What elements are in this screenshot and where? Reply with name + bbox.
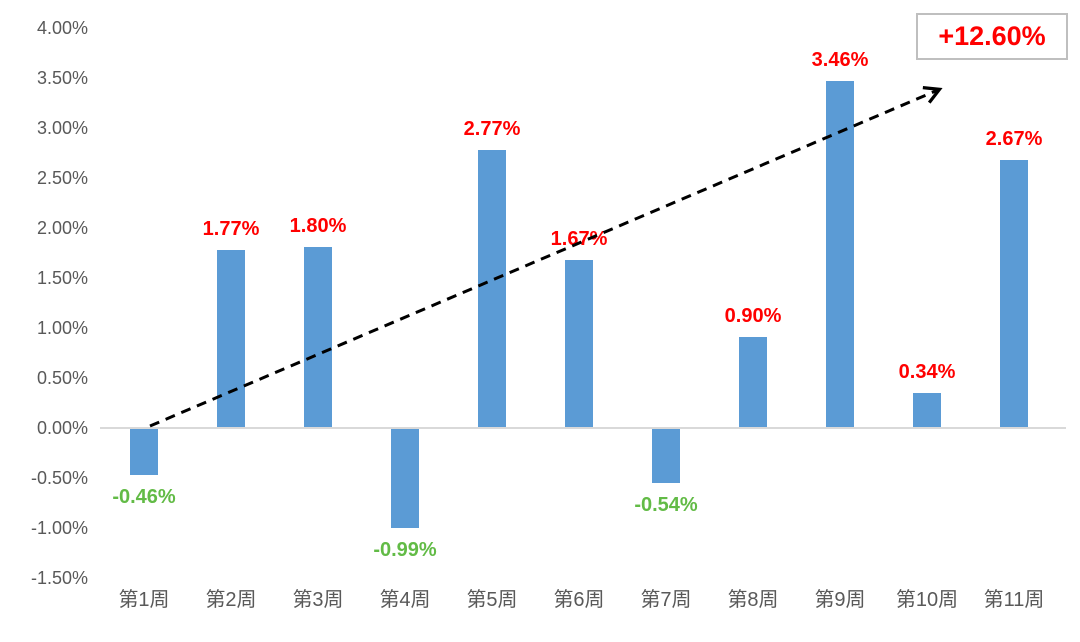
bar-value-label: 3.46% bbox=[811, 49, 869, 71]
annotation-text: +12.60% bbox=[938, 21, 1046, 51]
y-axis-tick-label: -1.00% bbox=[30, 518, 88, 538]
bar-value-label: -0.46% bbox=[112, 486, 176, 508]
bar-value-label: 1.67% bbox=[550, 228, 608, 250]
x-axis-tick-label: 第2周 bbox=[205, 589, 257, 611]
y-axis-tick-label: 1.50% bbox=[36, 268, 88, 288]
x-axis-line bbox=[100, 427, 1066, 429]
bar bbox=[652, 429, 680, 483]
bar-value-label: 0.90% bbox=[724, 305, 782, 327]
bar bbox=[913, 393, 941, 427]
x-axis-tick-label: 第10周 bbox=[895, 589, 959, 611]
x-axis-tick-label: 第3周 bbox=[292, 589, 344, 611]
bar-value-label: 1.80% bbox=[289, 215, 347, 237]
x-axis-tick-label: 第6周 bbox=[553, 589, 605, 611]
y-axis-tick-label: 2.50% bbox=[36, 168, 88, 188]
bar-value-label: 2.67% bbox=[985, 128, 1043, 150]
bar bbox=[565, 260, 593, 427]
x-axis-tick-label: 第1周 bbox=[118, 589, 170, 611]
bar bbox=[304, 247, 332, 427]
bar-value-label: -0.99% bbox=[373, 539, 437, 561]
annotation-box: +12.60% bbox=[916, 13, 1068, 60]
y-axis-tick-label: 2.00% bbox=[36, 218, 88, 238]
x-axis-tick-label: 第4周 bbox=[379, 589, 431, 611]
bar-value-label: 2.77% bbox=[463, 118, 521, 140]
bar bbox=[739, 337, 767, 427]
x-axis-tick-label: 第8周 bbox=[727, 589, 779, 611]
bar bbox=[1000, 160, 1028, 427]
y-axis-tick-label: 1.00% bbox=[36, 318, 88, 338]
bar bbox=[826, 81, 854, 427]
x-axis-tick-label: 第9周 bbox=[814, 589, 866, 611]
x-axis-tick-label: 第11周 bbox=[983, 589, 1045, 611]
bar-value-label: -0.54% bbox=[634, 494, 698, 516]
y-axis-tick-label: 3.00% bbox=[36, 118, 88, 138]
x-axis-tick-label: 第5周 bbox=[466, 589, 518, 611]
y-axis-tick-label: -0.50% bbox=[30, 468, 88, 488]
y-axis-tick-label: 4.00% bbox=[36, 18, 88, 38]
y-axis-tick-label: 0.00% bbox=[36, 418, 88, 438]
x-axis-tick-label: 第7周 bbox=[640, 589, 692, 611]
y-axis-tick-label: 3.50% bbox=[36, 68, 88, 88]
bar bbox=[478, 150, 506, 427]
bar bbox=[217, 250, 245, 427]
bar bbox=[130, 429, 158, 475]
bar-value-label: 0.34% bbox=[898, 361, 956, 383]
y-axis-tick-label: 0.50% bbox=[36, 368, 88, 388]
bar bbox=[391, 429, 419, 528]
y-axis-tick-label: -1.50% bbox=[30, 568, 88, 588]
